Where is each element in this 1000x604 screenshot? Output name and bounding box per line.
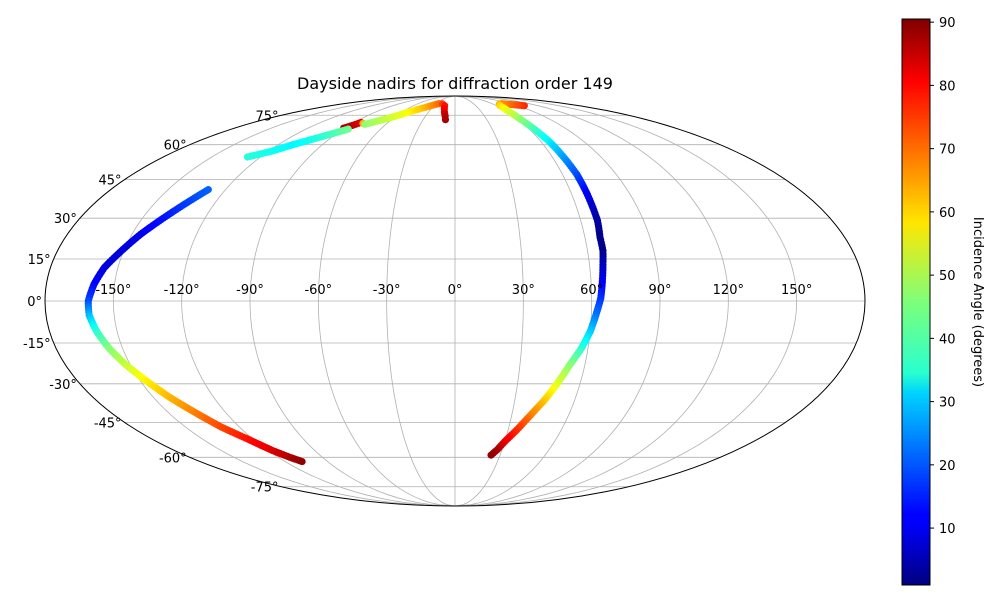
lat-tick-label: 0°: [27, 295, 42, 310]
colorbar-gradient: [901, 18, 931, 586]
grid-meridian: [454, 96, 661, 506]
data-point: [298, 457, 306, 466]
lon-tick-label: 30°: [512, 283, 535, 298]
lon-tick-label: 120°: [713, 283, 744, 298]
colorbar-ticks: 10 20 30 40 50 60 70 80 90: [930, 16, 956, 537]
colorbar-tick-label: 60: [939, 206, 956, 221]
lon-tick-label: -120°: [164, 283, 200, 298]
colorbar-tick-label: 50: [939, 269, 956, 284]
lat-tick-label: -60°: [159, 451, 187, 466]
lon-tick-label: 0°: [448, 283, 463, 298]
grid-meridian: [112, 96, 456, 506]
colorbar-tick-label: 90: [939, 16, 956, 31]
grid-meridian: [454, 96, 729, 506]
lat-tick-label: 75°: [255, 109, 278, 124]
colorbar-tick-label: 30: [939, 396, 956, 411]
lat-tick-label: -15°: [23, 337, 51, 352]
grid-meridian: [386, 96, 456, 506]
grid-meridian: [181, 96, 456, 506]
colorbar-tick-label: 10: [939, 522, 956, 537]
lon-tick-label: -90°: [236, 283, 264, 298]
grid-meridian: [454, 96, 798, 506]
lat-tick-label: -75°: [251, 481, 279, 496]
lat-tick-label: -45°: [94, 416, 122, 431]
data-point: [487, 451, 495, 459]
lat-tick-label: 15°: [28, 253, 51, 268]
grid-meridian: [317, 96, 456, 506]
chart-title: Dayside nadirs for diffraction order 149: [297, 74, 613, 93]
latitude-tick-labels: -75° -60° -45° -30° -15° 0° 15° 30° 45° 60° 75°: [23, 109, 279, 495]
longitude-tick-labels: -150° -120° -90° -60° -30° 0° 30° 60° 90° 120° 150…: [95, 283, 812, 298]
grid-meridian: [454, 96, 524, 506]
lon-tick-label: -60°: [304, 283, 332, 298]
grid-meridian: [454, 96, 593, 506]
colorbar-tick-label: 20: [939, 459, 956, 474]
lon-tick-label: 60°: [580, 283, 603, 298]
lat-tick-label: 30°: [54, 212, 77, 227]
lat-tick-label: -30°: [49, 378, 77, 393]
colorbar-label: Incidence Angle (degrees): [970, 217, 985, 387]
lat-tick-label: 60°: [164, 139, 187, 154]
lon-tick-label: -30°: [373, 283, 401, 298]
lat-tick-label: 45°: [99, 174, 122, 189]
lon-tick-label: 90°: [648, 283, 671, 298]
graticule: [45, 96, 865, 506]
data-points: [84, 100, 607, 466]
grid-meridian: [249, 96, 456, 506]
map-boundary: [44, 95, 866, 507]
colorbar-tick-label: 70: [939, 143, 956, 158]
data-point: [344, 125, 352, 133]
data-point: [441, 116, 450, 124]
colorbar: 10 20 30 40 50 60 70 80 90 Incidence Angle (degr…: [901, 16, 985, 586]
colorbar-tick-label: 80: [939, 79, 956, 94]
lon-tick-label: -150°: [95, 283, 131, 298]
colorbar-tick-label: 40: [939, 332, 956, 347]
lon-tick-label: 150°: [781, 283, 812, 298]
